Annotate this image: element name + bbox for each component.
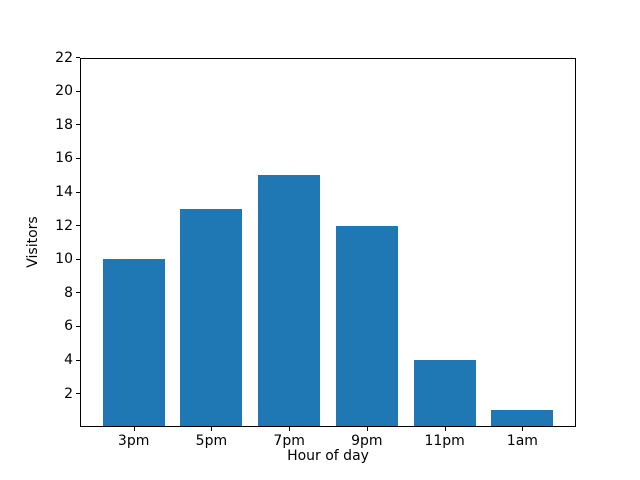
y-tick-label: 4 — [64, 352, 73, 368]
y-tick-mark — [76, 124, 80, 126]
bar-1am — [491, 410, 554, 427]
y-tick-label: 14 — [55, 184, 73, 200]
x-tick-mark — [289, 427, 291, 432]
plot-area — [80, 58, 576, 427]
y-tick-label: 2 — [64, 385, 73, 402]
y-tick-mark — [76, 157, 80, 159]
y-tick-label: 12 — [55, 217, 73, 234]
y-tick-mark — [76, 191, 80, 193]
y-tick-label: 18 — [55, 116, 73, 133]
bar-11pm — [413, 360, 476, 427]
x-tick-label: 3pm — [117, 433, 150, 450]
x-tick-label: 1am — [506, 433, 538, 450]
y-tick-label: 8 — [64, 284, 73, 301]
bar-5pm — [180, 208, 243, 427]
y-tick-label: 20 — [55, 83, 73, 100]
x-tick-mark — [366, 427, 368, 432]
x-tick-label: 11pm — [424, 433, 465, 450]
y-tick-mark — [76, 258, 80, 260]
x-tick-mark — [444, 427, 446, 432]
x-tick-label: 7pm — [273, 433, 305, 450]
x-tick-label: 5pm — [195, 433, 228, 450]
x-axis-label: Hour of day — [287, 448, 369, 464]
x-tick-mark — [522, 427, 524, 432]
y-tick-label: 10 — [55, 251, 73, 268]
y-tick-mark — [76, 325, 80, 327]
x-tick-label: 9pm — [351, 433, 383, 450]
y-tick-mark — [76, 292, 80, 294]
bar-7pm — [258, 175, 321, 427]
y-tick-mark — [76, 393, 80, 395]
x-tick-mark — [211, 427, 213, 432]
y-tick-mark — [76, 57, 80, 59]
y-tick-mark — [76, 225, 80, 227]
y-tick-label: 22 — [55, 49, 73, 66]
x-tick-mark — [133, 427, 135, 432]
bar-3pm — [102, 259, 165, 427]
y-tick-mark — [76, 359, 80, 361]
y-tick-label: 6 — [64, 318, 73, 335]
bar-9pm — [335, 225, 398, 427]
y-tick-mark — [76, 90, 80, 92]
y-tick-label: 16 — [55, 150, 73, 167]
